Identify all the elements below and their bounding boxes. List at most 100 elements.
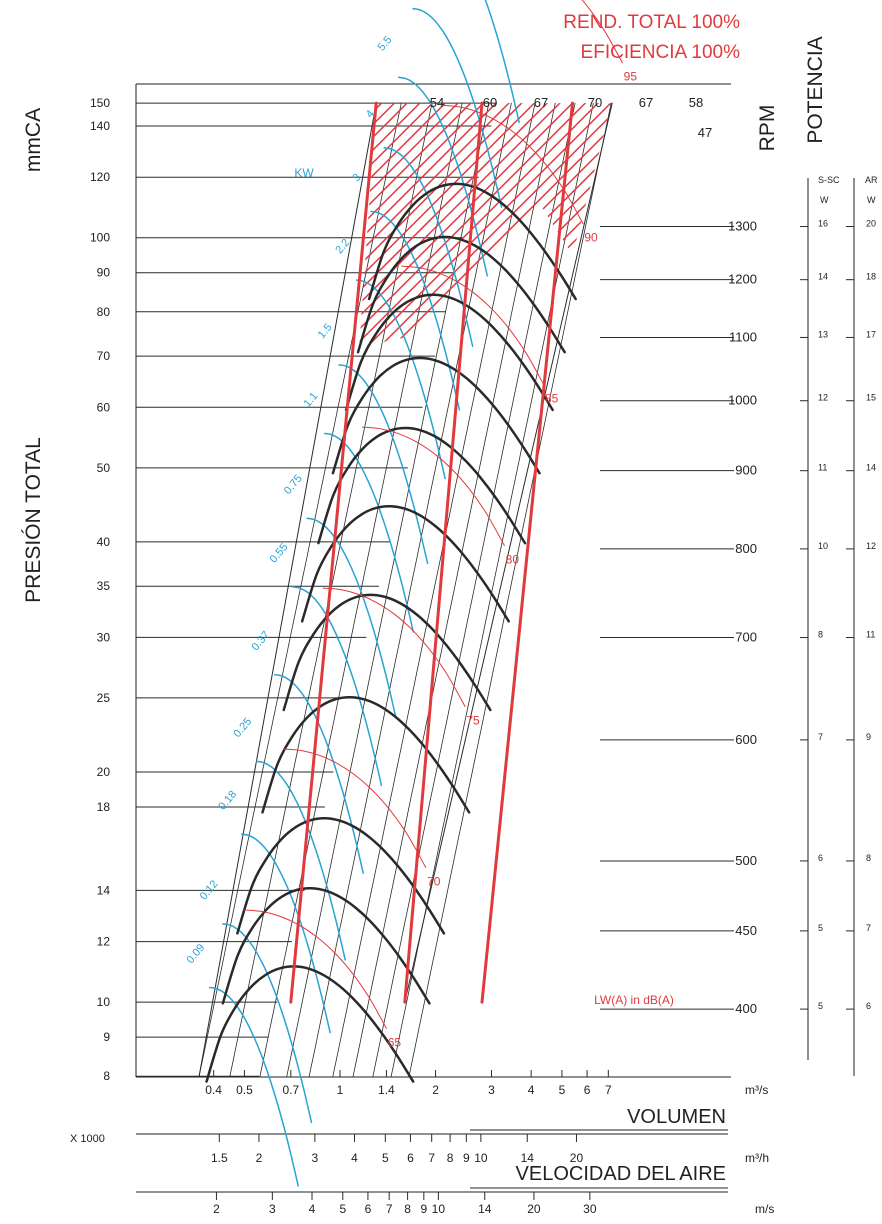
x-tick-label: 0.4 [205, 1083, 222, 1097]
kw-curve [383, 147, 474, 347]
y-tick-label: 25 [97, 691, 111, 705]
m3h-prefix: X 1000 [70, 1133, 105, 1145]
y-tick-label: 30 [97, 630, 111, 644]
kw-curve [355, 279, 446, 480]
rpm-label: 400 [735, 1001, 757, 1016]
sound-curve [322, 587, 466, 707]
power-ar-value: 18 [866, 272, 876, 282]
m3h-tick-label: 6 [407, 1151, 414, 1165]
power-ar-value: 17 [866, 329, 876, 339]
power-s-sc-value: 12 [818, 393, 828, 403]
kw-curve [306, 517, 397, 718]
rpm-curve [331, 356, 541, 475]
y-tick-label: 150 [90, 96, 110, 110]
power-s-sc-value: 16 [818, 219, 828, 229]
x-tick-label: 5 [559, 1083, 566, 1097]
efficiency-label: 54 [430, 95, 444, 110]
x-tick-label: 4 [528, 1083, 535, 1097]
power-ar-value: 20 [866, 219, 876, 229]
efficiency-label: 60 [483, 95, 497, 110]
power-s-sc-value: 5 [818, 923, 823, 933]
rpm-curve [317, 426, 527, 545]
efficiency-line [480, 101, 574, 1004]
efficiency-label: 70 [588, 95, 602, 110]
system-line [372, 102, 576, 1077]
rpm-curve [367, 182, 577, 301]
m3h-tick-label: 2 [256, 1151, 263, 1165]
sound-label: 65 [388, 1035, 402, 1049]
y-tick-label: 120 [90, 170, 110, 184]
power-ar-value: 7 [866, 923, 871, 933]
power-title: POTENCIA [804, 36, 827, 143]
power-unit1-label: W [820, 195, 829, 205]
power-ar-value: 12 [866, 541, 876, 551]
y-tick-label: 80 [97, 305, 111, 319]
kw-curve [208, 986, 299, 1187]
velocity-tick-label: 3 [269, 1202, 276, 1216]
rpm-curve [282, 593, 492, 712]
velocity-tick-label: 30 [583, 1202, 597, 1216]
volume-unit: m³/s [745, 1083, 768, 1097]
sound-curve [401, 265, 545, 386]
x-tick-label: 7 [605, 1083, 612, 1097]
m3h-tick-label: 3 [312, 1151, 319, 1165]
y-tick-label: 20 [97, 765, 111, 779]
hatched-region [359, 103, 613, 347]
efficiency-label: 67 [639, 95, 653, 110]
power-ar-value: 6 [866, 1001, 871, 1011]
sound-label: 70 [427, 874, 441, 888]
y-tick-label: 35 [97, 579, 111, 593]
velocity-tick-label: 5 [339, 1202, 346, 1216]
envelope-left-edge [198, 102, 377, 1077]
kw-curve [273, 673, 364, 874]
y-tick-label: 8 [103, 1069, 110, 1083]
rpm-label: 1200 [728, 272, 757, 287]
power-s-sc-value: 7 [818, 732, 823, 742]
rpm-curve [221, 886, 431, 1005]
header-line1: REND. TOTAL 100% [563, 12, 740, 33]
m3h-tick-label: 7 [428, 1151, 435, 1165]
power-col2-label: AR [865, 175, 878, 185]
sound-label: 90 [584, 231, 598, 245]
y-tick-label: 140 [90, 119, 110, 133]
sound-curve [243, 909, 387, 1029]
left-axis-title: PRESIÓN TOTAL [22, 437, 45, 603]
velocity-tick-label: 2 [213, 1202, 220, 1216]
sound-curve [361, 426, 505, 547]
velocity-tick-label: 9 [420, 1202, 427, 1216]
m3h-unit: m³/h [745, 1151, 769, 1165]
rpm-label: 1100 [729, 329, 757, 344]
power-s-sc-value: 8 [818, 630, 823, 640]
sound-label: 85 [545, 392, 559, 406]
y-tick-label: 9 [103, 1030, 110, 1044]
rpm-curve [205, 965, 415, 1083]
x-tick-label: 1.4 [378, 1083, 395, 1097]
sound-curve [440, 104, 584, 225]
velocity-tick-label: 7 [386, 1202, 393, 1216]
power-s-sc-value: 13 [818, 329, 828, 339]
rpm-curve [261, 695, 471, 814]
x-tick-label: 6 [584, 1083, 591, 1097]
kw-curve [292, 586, 383, 787]
y-tick-label: 12 [97, 935, 111, 949]
kw-label: KW [294, 166, 314, 180]
rpm-label: 1300 [728, 219, 757, 234]
sound-label: 80 [506, 553, 520, 567]
y-tick-label: 40 [97, 535, 111, 549]
y-tick-label: 50 [97, 461, 111, 475]
chart-marks: 1501401201009080706050403530252018141210… [90, 0, 876, 1216]
efficiency-label: 47 [698, 125, 712, 140]
velocity-tick-label: 14 [478, 1202, 492, 1216]
power-ar-value: 14 [866, 463, 876, 473]
power-ar-value: 11 [866, 630, 875, 640]
power-s-sc-value: 10 [818, 541, 828, 551]
x-tick-label: 0.7 [282, 1083, 299, 1097]
y-tick-label: 70 [97, 349, 111, 363]
kw-curve [338, 364, 429, 565]
sound-label: LW(A) in dB(A) [594, 993, 674, 1007]
x-tick-label: 3 [488, 1083, 495, 1097]
power-unit2-label: W [867, 195, 876, 205]
efficiency-line [289, 101, 378, 1004]
